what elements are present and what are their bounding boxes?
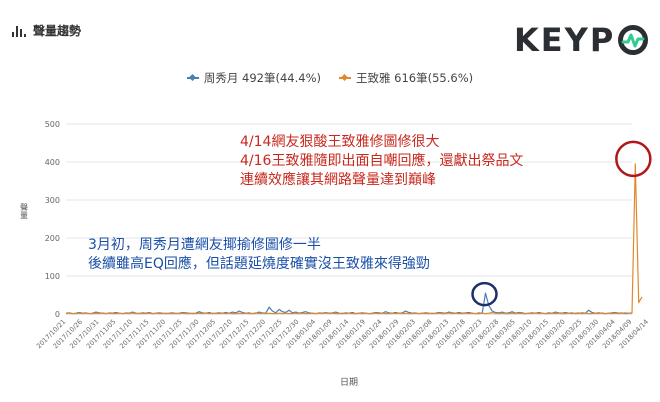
legend-item-series-2[interactable]: 王致雅 616筆(55.6%)	[339, 70, 473, 86]
series-line-2	[65, 163, 643, 315]
bar-chart-icon	[12, 26, 26, 37]
annotation-line: 4/16王致雅隨即出面自嘲回應，還獻出祭品文	[240, 153, 524, 169]
y-tick-label: 0	[55, 310, 60, 319]
y-tick-label: 400	[45, 158, 60, 167]
annotation-line: 4/14網友狠酸王致雅修圖修很大	[240, 134, 440, 150]
keypo-logo: KEYP	[514, 23, 649, 57]
y-axis-label: 聲量	[20, 203, 29, 219]
legend-swatch-blue	[186, 77, 199, 79]
annotation-line: 後續雖高EQ回應，但話題延燒度確實沒王致雅來得強勁	[88, 256, 430, 272]
legend-label: 周秀月 492筆(44.4%)	[203, 71, 321, 85]
annotation-red: 4/14網友狠酸王致雅修圖修很大 4/16王致雅隨即出面自嘲回應，還獻出祭品文 …	[240, 133, 523, 190]
y-tick-label: 300	[45, 196, 60, 205]
logo-text: KEYP	[514, 21, 616, 59]
peak-highlight-circle-red	[615, 140, 652, 178]
annotation-blue: 3月初，周秀月遭網友揶揄修圖修一半 後續雖高EQ回應，但話題延燒度確實沒王致雅來…	[88, 236, 430, 274]
legend-swatch-orange	[339, 77, 351, 79]
y-tick-label: 100	[45, 272, 60, 281]
annotation-line: 連續效應讓其網路聲量達到巔峰	[240, 172, 436, 188]
legend-label: 王致雅 616筆(55.6%)	[356, 71, 474, 85]
page-title: 聲量趨勢	[33, 24, 82, 38]
annotation-line: 3月初，周秀月遭網友揶揄修圖修一半	[88, 237, 321, 253]
peak-highlight-circle-blue	[471, 281, 498, 307]
chart-legend: 周秀月 492筆(44.4%) 王致雅 616筆(55.6%)	[0, 70, 660, 86]
y-tick-label: 200	[45, 234, 60, 243]
series-line-1	[65, 292, 633, 315]
heartbeat-o-icon	[618, 25, 649, 55]
y-tick-label: 500	[45, 120, 60, 129]
legend-item-series-1[interactable]: 周秀月 492筆(44.4%)	[186, 70, 321, 86]
x-axis-label: 日期	[340, 377, 358, 388]
